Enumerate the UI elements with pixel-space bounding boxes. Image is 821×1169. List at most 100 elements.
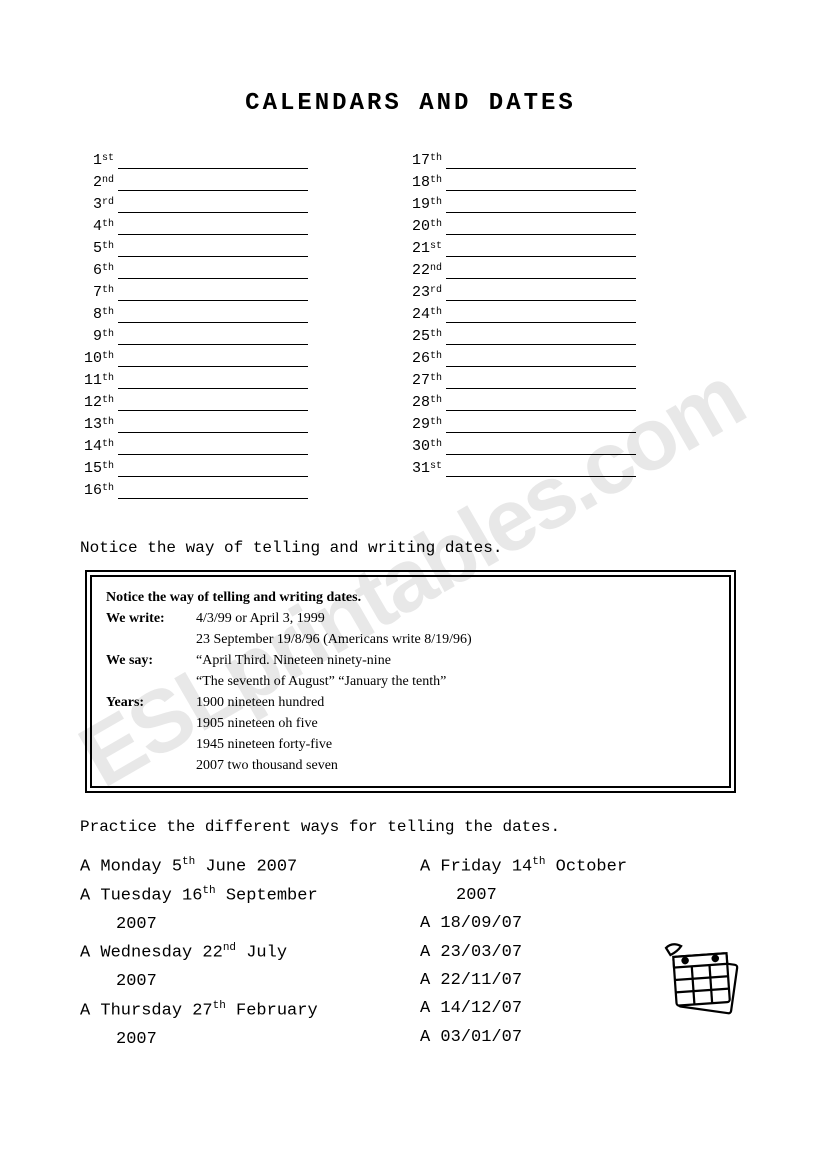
write-label: We write: bbox=[106, 608, 196, 629]
ordinal-row: 27th bbox=[408, 367, 636, 389]
practice-text: A 23/03/07 bbox=[420, 943, 522, 962]
say-label: We say: bbox=[106, 650, 196, 671]
ordinal-suffix: th bbox=[430, 329, 442, 340]
fill-in-blank-line[interactable] bbox=[118, 419, 308, 433]
fill-in-blank-line[interactable] bbox=[446, 309, 636, 323]
ordinal-row: 6th bbox=[80, 257, 308, 279]
ordinal-suffix: th bbox=[102, 329, 114, 340]
page-title: CALENDARS AND DATES bbox=[80, 90, 741, 117]
ordinal-row: 3rd bbox=[80, 191, 308, 213]
ordinal-number: 8 bbox=[80, 306, 102, 323]
fill-in-blank-line[interactable] bbox=[446, 419, 636, 433]
ordinal-row: 30th bbox=[408, 433, 636, 455]
ordinal-number: 4 bbox=[80, 218, 102, 235]
practice-item: 2007 bbox=[420, 883, 720, 909]
ordinal-suffix: th bbox=[102, 263, 114, 274]
practice-item: A Wednesday 22nd July bbox=[80, 940, 380, 967]
fill-in-blank-line[interactable] bbox=[118, 265, 308, 279]
ordinal-suffix: th bbox=[102, 395, 114, 406]
ordinal-number: 15 bbox=[80, 460, 102, 477]
ordinal-suffix: th bbox=[430, 351, 442, 362]
fill-in-blank-line[interactable] bbox=[446, 331, 636, 345]
fill-in-blank-line[interactable] bbox=[446, 177, 636, 191]
ordinal-suffix: th bbox=[182, 856, 195, 868]
ordinal-row: 19th bbox=[408, 191, 636, 213]
fill-in-blank-line[interactable] bbox=[118, 331, 308, 345]
practice-item: A Friday 14th October bbox=[420, 854, 720, 881]
fill-in-blank-line[interactable] bbox=[446, 221, 636, 235]
ordinal-row: 10th bbox=[80, 345, 308, 367]
fill-in-blank-line[interactable] bbox=[118, 353, 308, 367]
practice-text: September bbox=[216, 887, 318, 906]
ordinal-number: 31 bbox=[408, 460, 430, 477]
years-value-2: 1905 nineteen oh five bbox=[106, 713, 715, 734]
info-box-row: Years: 1900 nineteen hundred bbox=[106, 692, 715, 713]
practice-text: 2007 bbox=[116, 1030, 157, 1049]
ordinal-suffix: st bbox=[430, 461, 442, 472]
practice-column-left: A Monday 5th June 2007A Tuesday 16th Sep… bbox=[80, 854, 380, 1055]
practice-item: 2007 bbox=[80, 912, 380, 938]
fill-in-blank-line[interactable] bbox=[446, 243, 636, 257]
ordinal-number: 14 bbox=[80, 438, 102, 455]
info-box-row: We say: “April Third. Nineteen ninety-ni… bbox=[106, 650, 715, 671]
ordinal-suffix: rd bbox=[430, 285, 442, 296]
practice-item: A Monday 5th June 2007 bbox=[80, 854, 380, 881]
fill-in-blank-line[interactable] bbox=[118, 155, 308, 169]
ordinal-suffix: th bbox=[430, 307, 442, 318]
fill-in-blank-line[interactable] bbox=[118, 287, 308, 301]
ordinal-row: 9th bbox=[80, 323, 308, 345]
ordinal-number: 27 bbox=[408, 372, 430, 389]
years-value-4: 2007 two thousand seven bbox=[106, 755, 715, 776]
fill-in-blank-line[interactable] bbox=[118, 199, 308, 213]
practice-item: A Thursday 27th February bbox=[80, 998, 380, 1025]
ordinal-suffix: th bbox=[430, 395, 442, 406]
ordinal-suffix: th bbox=[430, 373, 442, 384]
ordinal-suffix: th bbox=[430, 175, 442, 186]
fill-in-blank-line[interactable] bbox=[446, 265, 636, 279]
ordinal-row: 25th bbox=[408, 323, 636, 345]
fill-in-blank-line[interactable] bbox=[446, 287, 636, 301]
ordinal-suffix: nd bbox=[102, 175, 114, 186]
ordinal-number: 28 bbox=[408, 394, 430, 411]
fill-in-blank-line[interactable] bbox=[118, 177, 308, 191]
ordinal-suffix: th bbox=[202, 885, 215, 897]
fill-in-blank-line[interactable] bbox=[446, 397, 636, 411]
ordinal-suffix: th bbox=[102, 351, 114, 362]
fill-in-blank-line[interactable] bbox=[118, 463, 308, 477]
fill-in-blank-line[interactable] bbox=[446, 375, 636, 389]
write-value: 4/3/99 or April 3, 1999 bbox=[196, 608, 715, 629]
ordinal-number: 30 bbox=[408, 438, 430, 455]
ordinal-suffix: th bbox=[102, 483, 114, 494]
ordinals-section: 1st2nd3rd4th5th6th7th8th9th10th11th12th1… bbox=[80, 147, 741, 499]
ordinal-number: 24 bbox=[408, 306, 430, 323]
ordinal-number: 11 bbox=[80, 372, 102, 389]
fill-in-blank-line[interactable] bbox=[118, 221, 308, 235]
ordinal-number: 5 bbox=[80, 240, 102, 257]
calendar-icon bbox=[661, 939, 751, 1019]
fill-in-blank-line[interactable] bbox=[446, 199, 636, 213]
ordinal-suffix: nd bbox=[223, 942, 236, 954]
fill-in-blank-line[interactable] bbox=[118, 309, 308, 323]
ordinal-number: 19 bbox=[408, 196, 430, 213]
ordinal-row: 17th bbox=[408, 147, 636, 169]
ordinal-suffix: th bbox=[213, 1000, 226, 1012]
ordinal-row: 31st bbox=[408, 455, 636, 477]
fill-in-blank-line[interactable] bbox=[118, 441, 308, 455]
fill-in-blank-line[interactable] bbox=[446, 353, 636, 367]
fill-in-blank-line[interactable] bbox=[446, 441, 636, 455]
ordinal-suffix: st bbox=[102, 153, 114, 164]
ordinal-number: 20 bbox=[408, 218, 430, 235]
ordinal-number: 17 bbox=[408, 152, 430, 169]
fill-in-blank-line[interactable] bbox=[446, 155, 636, 169]
ordinal-row: 28th bbox=[408, 389, 636, 411]
years-value-3: 1945 nineteen forty-five bbox=[106, 734, 715, 755]
fill-in-blank-line[interactable] bbox=[118, 485, 308, 499]
ordinal-suffix: th bbox=[430, 219, 442, 230]
fill-in-blank-line[interactable] bbox=[446, 463, 636, 477]
practice-text: July bbox=[236, 944, 287, 963]
fill-in-blank-line[interactable] bbox=[118, 243, 308, 257]
fill-in-blank-line[interactable] bbox=[118, 397, 308, 411]
ordinal-number: 6 bbox=[80, 262, 102, 279]
ordinal-number: 18 bbox=[408, 174, 430, 191]
fill-in-blank-line[interactable] bbox=[118, 375, 308, 389]
